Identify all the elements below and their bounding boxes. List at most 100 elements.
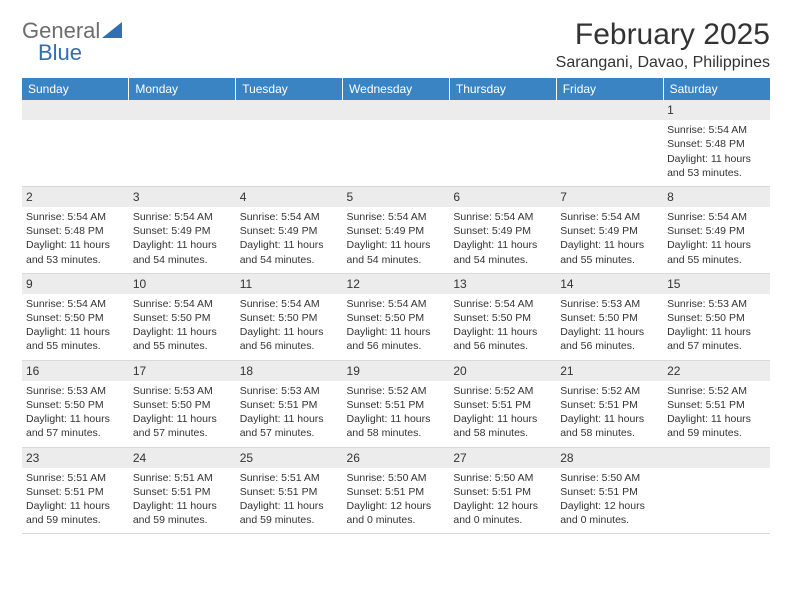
calendar-cell: 24 Sunrise: 5:51 AM Sunset: 5:51 PM Dayli… xyxy=(129,447,236,534)
calendar-cell: 26Sunrise: 5:50 AM Sunset: 5:51 PM Dayli… xyxy=(343,447,450,534)
calendar-cell: 23Sunrise: 5:51 AM Sunset: 5:51 PM Dayli… xyxy=(22,447,129,534)
day-body: Sunrise: 5:54 AM Sunset: 5:50 PM Dayligh… xyxy=(240,297,339,354)
calendar-cell: 13 Sunrise: 5:54 AM Sunset: 5:50 PM Dayli… xyxy=(449,273,556,360)
weekday-header: Tuesday xyxy=(236,78,343,100)
calendar-cell: 9Sunrise: 5:54 AM Sunset: 5:50 PM Daylig… xyxy=(22,273,129,360)
calendar-head: Sunday Monday Tuesday Wednesday Thursday… xyxy=(22,78,770,100)
day-body: Sunrise: 5:54 AM Sunset: 5:49 PM Dayligh… xyxy=(453,210,552,267)
day-body: Sunrise: 5:54 AM Sunset: 5:50 PM Dayligh… xyxy=(347,297,446,354)
calendar-cell: 6 Sunrise: 5:54 AM Sunset: 5:49 PM Daylig… xyxy=(449,186,556,273)
calendar-cell: 18Sunrise: 5:53 AM Sunset: 5:51 PM Dayli… xyxy=(236,360,343,447)
day-number: 21 xyxy=(556,361,663,381)
calendar-cell: 5 Sunrise: 5:54 AM Sunset: 5:49 PM Daylig… xyxy=(343,186,450,273)
logo-text-blue: Blue xyxy=(38,40,82,66)
day-number: 9 xyxy=(22,274,129,294)
calendar-cell xyxy=(129,100,236,186)
day-body: Sunrise: 5:52 AM Sunset: 5:51 PM Dayligh… xyxy=(667,384,766,441)
day-number: 10 xyxy=(129,274,236,294)
calendar-row: 16Sunrise: 5:53 AM Sunset: 5:50 PM Dayli… xyxy=(22,360,770,447)
page-title: February 2025 xyxy=(556,18,770,52)
calendar-table: Sunday Monday Tuesday Wednesday Thursday… xyxy=(22,78,770,534)
day-number: 11 xyxy=(236,274,343,294)
calendar-cell: 16 Sunrise: 5:53 AM Sunset: 5:50 PM Dayli… xyxy=(22,360,129,447)
day-number: 15 xyxy=(663,274,770,294)
day-body: Sunrise: 5:54 AM Sunset: 5:49 PM Dayligh… xyxy=(347,210,446,267)
day-number: 19 xyxy=(343,361,450,381)
day-body: Sunrise: 5:54 AM Sunset: 5:49 PM Dayligh… xyxy=(667,210,766,267)
header: General February 2025 Sarangani, Davao, … xyxy=(22,18,770,72)
day-body: Sunrise: 5:53 AM Sunset: 5:50 PM Dayligh… xyxy=(560,297,659,354)
day-body: Sunrise: 5:54 AM Sunset: 5:49 PM Dayligh… xyxy=(560,210,659,267)
day-number: 5 xyxy=(343,187,450,207)
calendar-cell: 20 Sunrise: 5:52 AM Sunset: 5:51 PM Dayli… xyxy=(449,360,556,447)
calendar-cell xyxy=(449,100,556,186)
weekday-header: Sunday xyxy=(22,78,129,100)
day-number xyxy=(236,100,343,120)
calendar-cell: 28Sunrise: 5:50 AM Sunset: 5:51 PM Dayli… xyxy=(556,447,663,534)
day-body: Sunrise: 5:54 AM Sunset: 5:49 PM Dayligh… xyxy=(240,210,339,267)
calendar-cell: 10Sunrise: 5:54 AM Sunset: 5:50 PM Dayli… xyxy=(129,273,236,360)
calendar-cell: 27 Sunrise: 5:50 AM Sunset: 5:51 PM Dayli… xyxy=(449,447,556,534)
day-number: 2 xyxy=(22,187,129,207)
calendar-cell: 19 Sunrise: 5:52 AM Sunset: 5:51 PM Dayli… xyxy=(343,360,450,447)
weekday-header: Saturday xyxy=(663,78,770,100)
calendar-row: 2 Sunrise: 5:54 AM Sunset: 5:48 PM Daylig… xyxy=(22,186,770,273)
calendar-cell: 4 Sunrise: 5:54 AM Sunset: 5:49 PM Daylig… xyxy=(236,186,343,273)
calendar-cell: 22 Sunrise: 5:52 AM Sunset: 5:51 PM Dayli… xyxy=(663,360,770,447)
day-body: Sunrise: 5:50 AM Sunset: 5:51 PM Dayligh… xyxy=(453,471,552,528)
weekday-header: Monday xyxy=(129,78,236,100)
calendar-cell: 14Sunrise: 5:53 AM Sunset: 5:50 PM Dayli… xyxy=(556,273,663,360)
calendar-row: 23Sunrise: 5:51 AM Sunset: 5:51 PM Dayli… xyxy=(22,447,770,534)
day-body: Sunrise: 5:54 AM Sunset: 5:49 PM Dayligh… xyxy=(133,210,232,267)
day-number: 1 xyxy=(663,100,770,120)
day-number xyxy=(22,100,129,120)
day-number xyxy=(129,100,236,120)
day-number: 22 xyxy=(663,361,770,381)
day-body: Sunrise: 5:53 AM Sunset: 5:50 PM Dayligh… xyxy=(26,384,125,441)
day-body: Sunrise: 5:52 AM Sunset: 5:51 PM Dayligh… xyxy=(560,384,659,441)
calendar-row: 9 Sunrise: 5:54 AM Sunset: 5:50 PM Daylig… xyxy=(22,273,770,360)
calendar-cell: 11 Sunrise: 5:54 AM Sunset: 5:50 PM Dayli… xyxy=(236,273,343,360)
day-body: Sunrise: 5:54 AM Sunset: 5:48 PM Dayligh… xyxy=(26,210,125,267)
day-body: Sunrise: 5:52 AM Sunset: 5:51 PM Dayligh… xyxy=(347,384,446,441)
day-number: 24 xyxy=(129,448,236,468)
day-number: 3 xyxy=(129,187,236,207)
day-body: Sunrise: 5:52 AM Sunset: 5:51 PM Dayligh… xyxy=(453,384,552,441)
calendar-cell: 15Sunrise: 5:53 AM Sunset: 5:50 PM Dayli… xyxy=(663,273,770,360)
day-body: Sunrise: 5:51 AM Sunset: 5:51 PM Dayligh… xyxy=(240,471,339,528)
calendar-cell: 3 Sunrise: 5:54 AM Sunset: 5:49 PM Daylig… xyxy=(129,186,236,273)
day-body: Sunrise: 5:53 AM Sunset: 5:50 PM Dayligh… xyxy=(133,384,232,441)
day-number: 12 xyxy=(343,274,450,294)
calendar-cell xyxy=(22,100,129,186)
day-number xyxy=(556,100,663,120)
day-number: 7 xyxy=(556,187,663,207)
calendar-cell: 8 Sunrise: 5:54 AM Sunset: 5:49 PM Daylig… xyxy=(663,186,770,273)
day-number: 25 xyxy=(236,448,343,468)
location: Sarangani, Davao, Philippines xyxy=(556,54,770,72)
calendar-cell: 1 Sunrise: 5:54 AM Sunset: 5:48 PM Daylig… xyxy=(663,100,770,186)
day-number: 4 xyxy=(236,187,343,207)
day-number: 17 xyxy=(129,361,236,381)
weekday-header: Friday xyxy=(556,78,663,100)
day-body: Sunrise: 5:54 AM Sunset: 5:50 PM Dayligh… xyxy=(453,297,552,354)
calendar-cell: 17 Sunrise: 5:53 AM Sunset: 5:50 PM Dayli… xyxy=(129,360,236,447)
day-number: 6 xyxy=(449,187,556,207)
calendar-cell: 21 Sunrise: 5:52 AM Sunset: 5:51 PM Dayli… xyxy=(556,360,663,447)
logo-triangle-icon xyxy=(102,22,122,40)
day-number: 8 xyxy=(663,187,770,207)
day-number: 20 xyxy=(449,361,556,381)
calendar-cell xyxy=(236,100,343,186)
day-number xyxy=(343,100,450,120)
day-number xyxy=(449,100,556,120)
day-body: Sunrise: 5:50 AM Sunset: 5:51 PM Dayligh… xyxy=(347,471,446,528)
calendar-cell: 25 Sunrise: 5:51 AM Sunset: 5:51 PM Dayli… xyxy=(236,447,343,534)
day-number: 23 xyxy=(22,448,129,468)
calendar-cell: 2 Sunrise: 5:54 AM Sunset: 5:48 PM Daylig… xyxy=(22,186,129,273)
day-body: Sunrise: 5:50 AM Sunset: 5:51 PM Dayligh… xyxy=(560,471,659,528)
day-number: 16 xyxy=(22,361,129,381)
day-body: Sunrise: 5:51 AM Sunset: 5:51 PM Dayligh… xyxy=(133,471,232,528)
day-body: Sunrise: 5:54 AM Sunset: 5:48 PM Dayligh… xyxy=(667,123,766,180)
calendar-cell: 12 Sunrise: 5:54 AM Sunset: 5:50 PM Dayli… xyxy=(343,273,450,360)
day-number: 13 xyxy=(449,274,556,294)
day-number: 27 xyxy=(449,448,556,468)
